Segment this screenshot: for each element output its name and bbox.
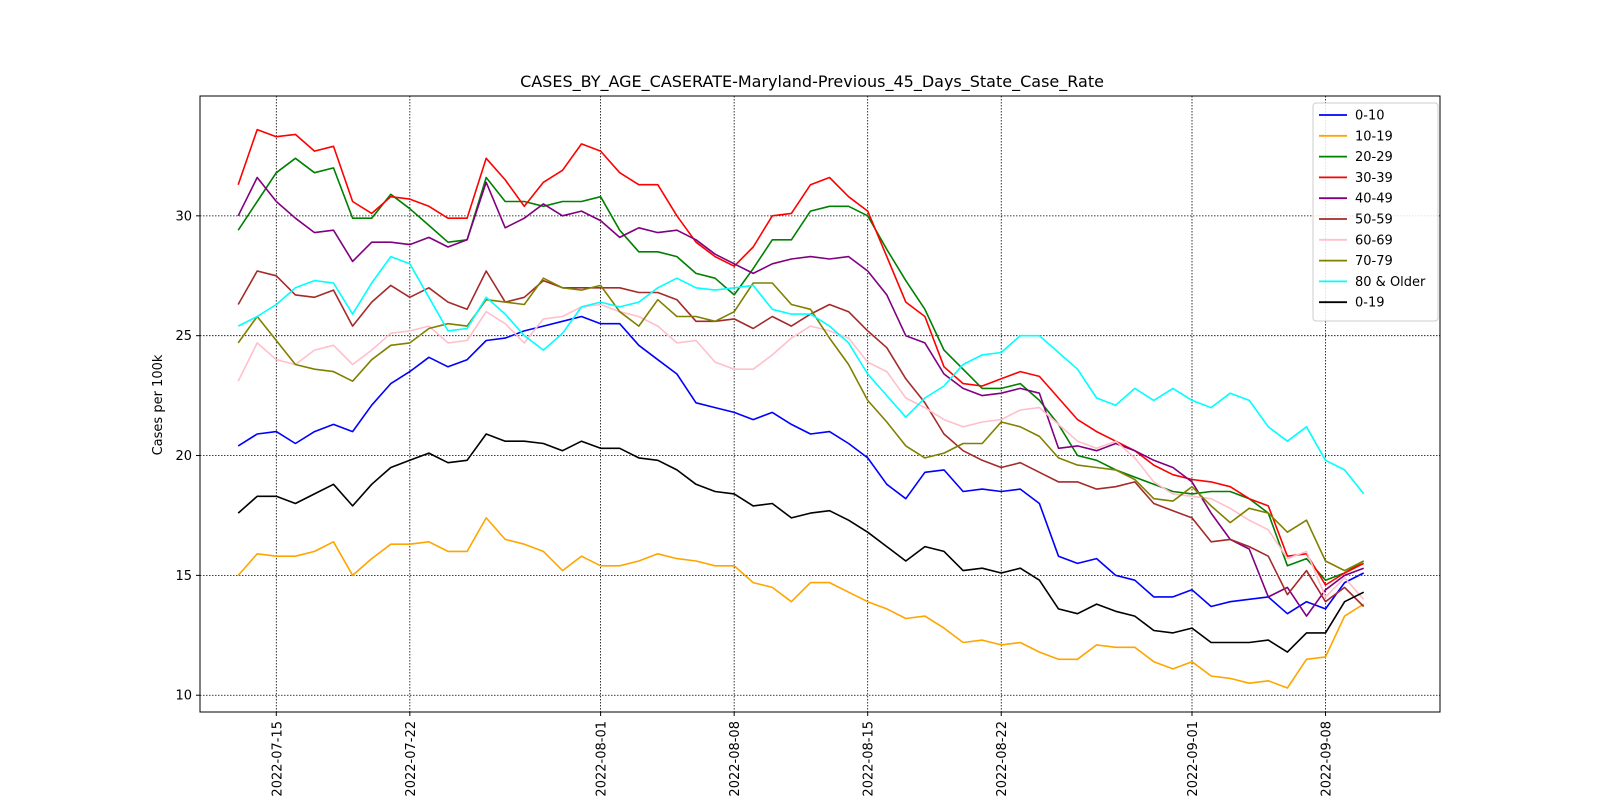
series-line-4 xyxy=(237,176,1364,617)
y-tick-label: 20 xyxy=(175,449,192,464)
series-line-7 xyxy=(237,277,1365,572)
ticks: 10 15 20 25 30 2022-07-15 2022-07-22 2022-08-01… xyxy=(175,209,1334,796)
series-line-6 xyxy=(237,303,1365,600)
y-tick-label: 30 xyxy=(175,209,192,224)
chart-title: CASES_BY_AGE_CASERATE-Maryland-Previous_… xyxy=(520,72,1104,92)
series-line-8 xyxy=(237,255,1365,495)
series-line-9 xyxy=(237,433,1365,653)
grid xyxy=(200,96,1440,712)
legend-label: 60-69 xyxy=(1355,233,1393,248)
legend-label: 0-10 xyxy=(1355,109,1385,124)
legend-label: 50-59 xyxy=(1355,213,1393,228)
x-tick-label: 2022-08-08 xyxy=(728,721,743,797)
x-tick-label: 2022-07-15 xyxy=(270,721,285,797)
y-tick-label: 25 xyxy=(175,329,192,344)
legend-label: 20-29 xyxy=(1355,150,1393,165)
series-line-3 xyxy=(237,128,1365,586)
plot-frame xyxy=(199,95,1441,713)
legend-label: 10-19 xyxy=(1355,129,1393,144)
y-tick-label: 10 xyxy=(175,689,192,704)
x-tick-label: 2022-08-01 xyxy=(595,721,610,797)
series-line-5 xyxy=(237,270,1365,608)
legend-label: 40-49 xyxy=(1355,192,1393,207)
series-line-0 xyxy=(237,315,1365,615)
legend: 0-10 10-19 20-29 30-39 40-49 50-59 60-69 70-79 8… xyxy=(1312,102,1439,322)
legend-label: 0-19 xyxy=(1355,296,1385,311)
series-group xyxy=(237,128,1365,689)
x-tick-label: 2022-08-22 xyxy=(995,721,1010,797)
y-axis-label: Cases per 100k xyxy=(151,354,166,455)
series-line-2 xyxy=(237,157,1365,582)
series-line-1 xyxy=(237,517,1365,689)
legend-label: 80 & Older xyxy=(1355,275,1426,290)
x-tick-label: 2022-09-01 xyxy=(1186,721,1201,797)
legend-label: 30-39 xyxy=(1355,171,1393,186)
x-tick-label: 2022-09-08 xyxy=(1320,721,1335,797)
x-tick-label: 2022-07-22 xyxy=(404,721,419,797)
x-tick-label: 2022-08-15 xyxy=(862,721,877,797)
y-tick-label: 15 xyxy=(175,569,192,584)
legend-label: 70-79 xyxy=(1355,254,1393,269)
